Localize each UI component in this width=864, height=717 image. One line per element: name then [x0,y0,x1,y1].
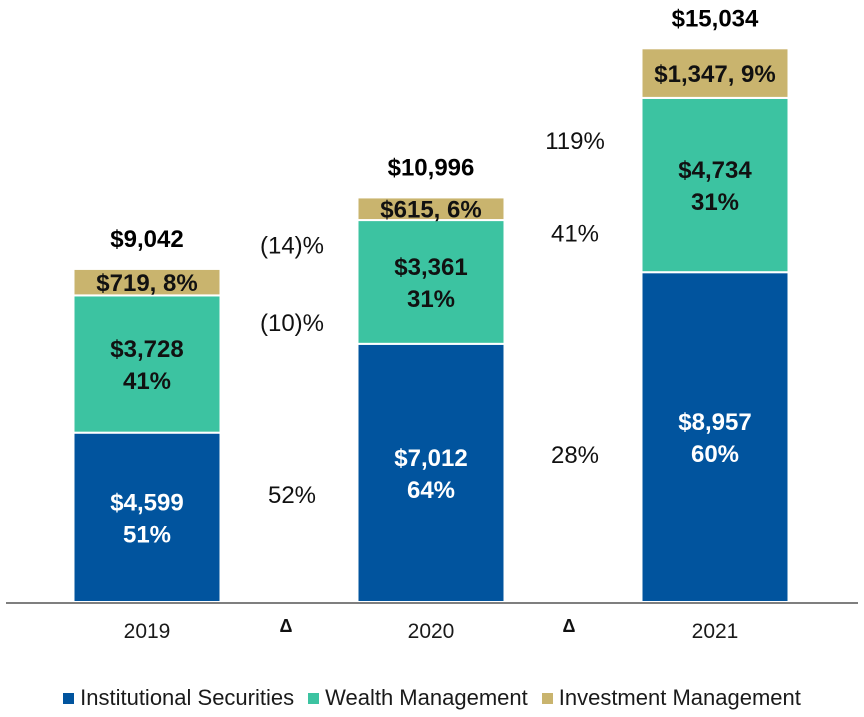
bar-is-2020 [356,342,506,603]
data-label-im-2019: $719, 8% [96,270,197,297]
bar-im-2021 [640,47,790,99]
data-label-is-2020-line1: $7,012 [394,445,467,472]
data-label-wm-2020-line1: $3,361 [394,254,467,281]
x-tick-label-2019: 2019 [124,620,171,643]
legend-label-institutional-securities: Institutional Securities [80,685,295,710]
delta-symbol-2: Δ [563,616,576,636]
data-label-is-2021-line2: 60% [691,441,739,468]
bar-wm-2020 [356,219,506,345]
legend-swatch-institutional-securities [63,692,75,704]
stacked-bar-chart: $4,599 51% $3,728 41% $719, 8% $9,042 2019 $7,0… [6,5,858,643]
legend-item-investment-management: Investment Management [541,685,801,711]
legend-swatch-investment-management [541,692,553,704]
change-label-im-2020-2021: 119% [545,128,605,155]
data-label-is-2019-line2: 51% [123,521,171,548]
data-label-wm-2021-line2: 31% [691,189,739,216]
delta-symbol-1: Δ [280,616,293,636]
x-tick-label-2021: 2021 [692,620,739,643]
change-label-wm-2020-2021: 41% [551,220,599,247]
bar-im-2020 [356,196,506,222]
change-label-is-2020-2021: 28% [551,442,599,469]
data-label-wm-2019-line1: $3,728 [110,336,183,363]
legend: Institutional Securities Wealth Manageme… [0,684,864,712]
bar-is-2019 [72,431,222,603]
bar-wm-2019 [72,294,222,434]
legend-item-institutional-securities: Institutional Securities [63,685,294,711]
total-label-2020: $10,996 [388,154,475,181]
data-label-is-2021-line1: $8,957 [678,409,751,436]
legend-label-investment-management: Investment Management [558,685,801,710]
data-label-wm-2019-line2: 41% [123,368,171,395]
legend-swatch-wealth-management [308,692,320,704]
legend-item-wealth-management: Wealth Management [308,685,528,711]
data-label-wm-2020-line2: 31% [407,286,455,313]
legend-label-wealth-management: Wealth Management [325,685,528,710]
data-label-is-2019-line1: $4,599 [110,489,183,516]
bar-is-2021 [640,271,790,603]
bar-wm-2021 [640,96,790,274]
change-label-wm-2019-2020: (10)% [260,310,324,337]
x-tick-label-2020: 2020 [408,620,455,643]
data-label-wm-2021-line1: $4,734 [678,157,752,184]
bar-im-2019 [72,267,222,297]
total-label-2021: $15,034 [672,5,759,32]
data-label-im-2020: $615, 6% [380,197,481,224]
data-label-is-2020-line2: 64% [407,477,455,504]
change-label-is-2019-2020: 52% [268,482,316,509]
data-label-im-2021: $1,347, 9% [654,61,775,88]
change-label-im-2019-2020: (14)% [260,232,324,259]
total-label-2019: $9,042 [110,226,183,253]
